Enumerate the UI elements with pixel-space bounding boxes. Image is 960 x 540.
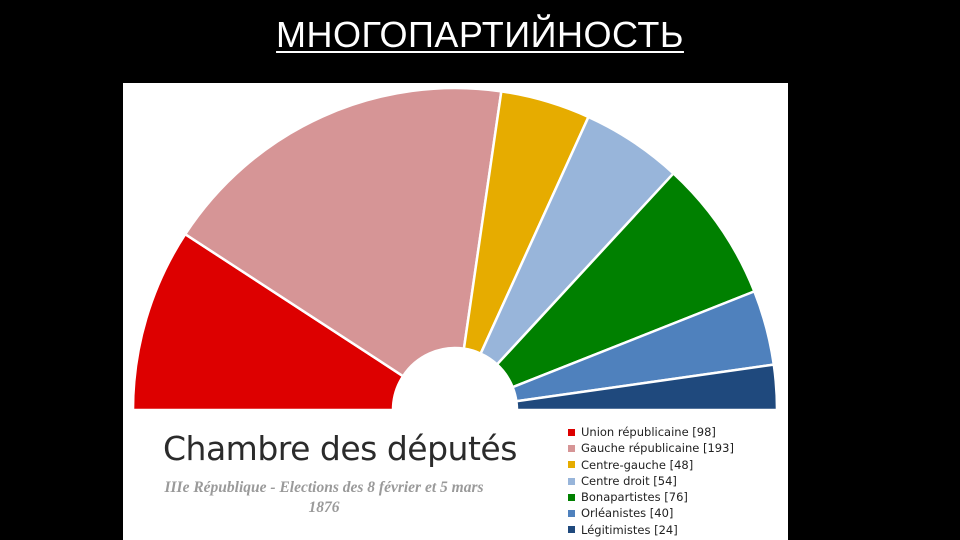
legend-label: Orléanistes [40] [581, 506, 674, 521]
legend-item-legitimistes: Légitimistes [24] [568, 522, 734, 538]
chart-title: Chambre des députés [163, 429, 517, 468]
legend-swatch [568, 526, 575, 534]
chart-legend: Union républicaine [98] Gauche républicai… [568, 424, 734, 538]
legend-swatch [568, 428, 575, 436]
hemicycle-segment-bonapartistes [495, 172, 756, 389]
legend-label: Centre-gauche [48] [581, 457, 694, 472]
legend-swatch [568, 510, 575, 518]
legend-item-bonapartistes: Bonapartistes [76] [568, 489, 734, 505]
legend-label: Légitimistes [24] [581, 522, 678, 537]
legend-label: Gauche républicaine [193] [581, 441, 734, 456]
legend-item-centre-droit: Centre droit [54] [568, 473, 734, 489]
hemicycle-segment-legitimistes [515, 363, 779, 412]
legend-swatch [568, 493, 575, 501]
legend-label: Union républicaine [98] [581, 425, 716, 439]
legend-item-union-republicaine: Union républicaine [98] [568, 424, 734, 440]
legend-swatch [568, 444, 575, 452]
legend-item-orleanistes: Orléanistes [40] [568, 505, 734, 521]
legend-item-gauche-republicaine: Gauche républicaine [193] [568, 440, 734, 456]
legend-label: Bonapartistes [76] [581, 490, 688, 505]
slide-title: МНОГОПАРТИЙНОСТЬ [0, 14, 960, 56]
chart-subtitle: IIIe République - Elections des 8 févrie… [164, 479, 484, 516]
hemicycle-segment-gauche-republicaine [183, 86, 503, 378]
legend-item-centre-gauche: Centre-gauche [48] [568, 457, 734, 473]
hemicycle-segment-union-republicaine [131, 232, 405, 412]
legend-label: Centre droit [54] [581, 473, 677, 488]
legend-swatch [568, 477, 575, 485]
chart-figure: Chambre des députés IIIe République - El… [123, 83, 788, 540]
slide-title-text: МНОГОПАРТИЙНОСТЬ [276, 14, 684, 55]
hemicycle-chart [131, 86, 779, 412]
legend-swatch [568, 461, 575, 469]
